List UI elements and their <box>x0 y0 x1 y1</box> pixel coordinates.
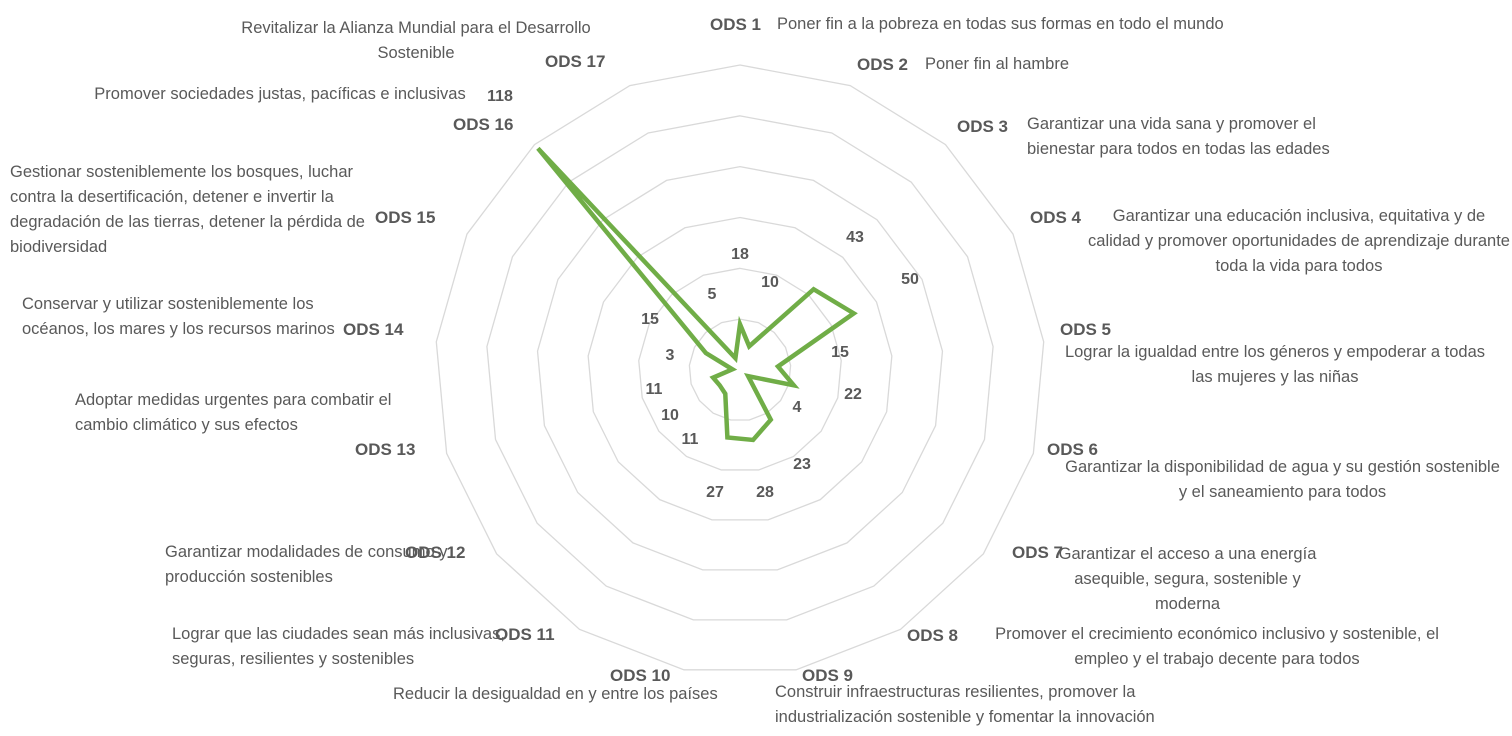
axis-description: Lograr la igualdad entre los géneros y e… <box>1064 343 1486 386</box>
data-label: 22 <box>844 386 862 403</box>
grid-ring <box>486 115 994 621</box>
grid-ring <box>638 267 842 471</box>
axis-description: Revitalizar la Alianza Mundial para el D… <box>241 19 591 62</box>
axis-label: ODS 6 <box>1047 440 1099 459</box>
axis-label: ODS 13 <box>355 440 416 459</box>
axis-label: ODS 16 <box>453 115 514 134</box>
data-label: 27 <box>706 484 724 501</box>
axis-label: ODS 9 <box>802 666 854 685</box>
axis-description: Adoptar medidas urgentes para combatir e… <box>75 391 392 434</box>
data-label: 10 <box>761 274 779 291</box>
axis-label: ODS 3 <box>957 117 1009 136</box>
axis-label: ODS 14 <box>343 320 404 339</box>
data-label: 118 <box>487 88 513 105</box>
axis-label: ODS 11 <box>495 625 555 644</box>
data-label: 3 <box>666 347 675 364</box>
data-label: 10 <box>661 407 679 424</box>
axis-description: Gestionar sosteniblemente los bosques, l… <box>10 163 365 256</box>
data-label: 23 <box>793 456 811 473</box>
axis-label: ODS 15 <box>375 208 436 227</box>
axis-label: ODS 17 <box>545 52 606 71</box>
data-label: 5 <box>708 286 717 303</box>
data-label: 15 <box>831 344 849 361</box>
axis-description: Garantizar el acceso a una energía asequ… <box>1058 545 1317 613</box>
axis-description: Conservar y utilizar sosteniblemente los… <box>22 295 335 338</box>
axis-description: Construir infraestructuras resilientes, … <box>775 683 1155 726</box>
axis-label: ODS 4 <box>1030 208 1082 227</box>
grid-ring <box>435 64 1045 671</box>
axis-label: ODS 5 <box>1060 320 1112 339</box>
data-label: 50 <box>901 271 919 288</box>
axis-label: ODS 1 <box>710 15 762 34</box>
data-label: 4 <box>793 399 802 416</box>
axis-description: Poner fin al hambre <box>925 55 1069 73</box>
data-line <box>536 146 858 443</box>
axis-description: Promover el crecimiento económico inclus… <box>995 625 1439 668</box>
axis-description: Poner fin a la pobreza en todas sus form… <box>777 15 1224 33</box>
axis-description: Reducir la desigualdad en y entre los pa… <box>393 685 718 703</box>
axis-label: ODS 7 <box>1012 543 1064 562</box>
grid-ring <box>536 166 944 571</box>
axis-description: Promover sociedades justas, pacíficas e … <box>94 85 466 103</box>
axis-label: ODS 2 <box>857 55 909 74</box>
data-label: 11 <box>682 431 699 448</box>
data-label: 28 <box>756 484 774 501</box>
axis-label: ODS 12 <box>405 543 466 562</box>
data-label: 11 <box>646 381 663 398</box>
axis-label: ODS 8 <box>907 626 959 645</box>
data-label: 15 <box>641 311 659 328</box>
data-label: 43 <box>846 229 864 246</box>
axis-description: Garantizar una educación inclusiva, equi… <box>1088 207 1510 275</box>
axis-description: Garantizar modalidades de consumo y prod… <box>165 543 448 586</box>
axis-description: Garantizar una vida sana y promover el b… <box>1027 115 1330 158</box>
axis-description: Lograr que las ciudades sean más inclusi… <box>172 625 505 668</box>
data-label: 18 <box>731 246 749 263</box>
axis-description: Garantizar la disponibilidad de agua y s… <box>1065 458 1500 501</box>
grid-ring <box>587 216 893 521</box>
axis-label: ODS 10 <box>610 666 671 685</box>
